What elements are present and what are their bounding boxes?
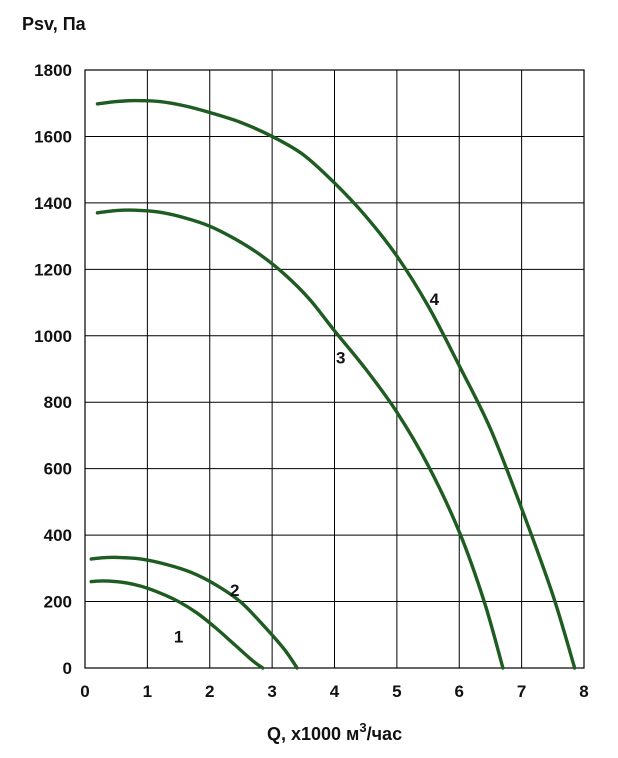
x-tick-label: 0 xyxy=(80,682,89,701)
x-tick-label: 7 xyxy=(517,682,526,701)
y-tick-label: 1400 xyxy=(34,194,72,213)
curve-label-2: 2 xyxy=(230,581,239,600)
y-tick-label: 1200 xyxy=(34,260,72,279)
curves xyxy=(89,98,577,670)
curve-labels: 1 2 3 4 xyxy=(174,290,440,646)
curve-label-1: 1 xyxy=(174,627,183,646)
curve-3 xyxy=(95,208,505,670)
y-tick-label: 200 xyxy=(44,593,72,612)
x-tick-label: 1 xyxy=(143,682,152,701)
tick-labels: 0 1 2 3 4 5 6 7 8 0 200 400 600 800 1000 1200 1400 1600 18… xyxy=(34,61,589,701)
x-axis-title-main: Q, x1000 м xyxy=(267,724,359,744)
x-axis-title-suffix: /час xyxy=(367,724,402,744)
x-tick-label: 5 xyxy=(392,682,401,701)
y-tick-label: 1600 xyxy=(34,127,72,146)
x-tick-label: 4 xyxy=(330,682,340,701)
y-tick-label: 1800 xyxy=(34,61,72,80)
x-tick-label: 8 xyxy=(579,682,588,701)
curve-2 xyxy=(89,555,299,670)
x-axis-title: Q, x1000 м3/час xyxy=(267,720,402,744)
y-tick-label: 600 xyxy=(44,460,72,479)
x-tick-label: 3 xyxy=(267,682,276,701)
y-tick-label: 0 xyxy=(63,659,72,678)
plot-frame xyxy=(84,69,585,669)
y-tick-label: 400 xyxy=(44,526,72,545)
y-axis-title: Psv, Па xyxy=(22,14,87,34)
x-tick-label: 6 xyxy=(455,682,464,701)
curve-1 xyxy=(89,579,265,670)
y-tick-label: 1000 xyxy=(34,327,72,346)
curve-4 xyxy=(95,98,577,670)
grid xyxy=(84,69,585,669)
curve-label-4: 4 xyxy=(430,290,440,309)
curve-label-3: 3 xyxy=(336,348,345,367)
x-tick-label: 2 xyxy=(205,682,214,701)
y-tick-label: 800 xyxy=(44,393,72,412)
x-axis-title-superscript: 3 xyxy=(359,720,366,735)
